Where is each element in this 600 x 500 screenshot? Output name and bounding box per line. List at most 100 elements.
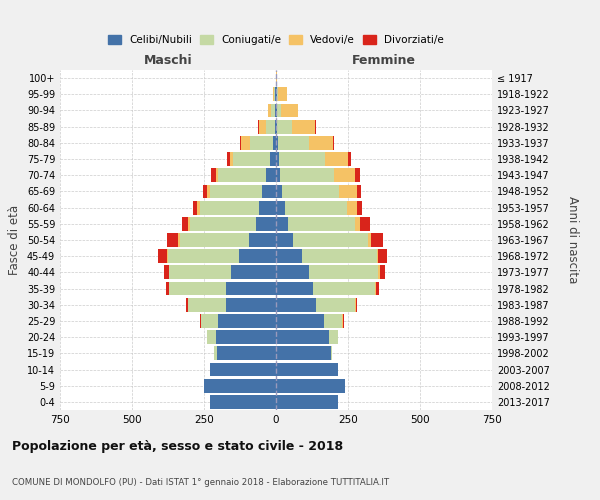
Bar [210,395,276,409]
Bar [256,217,276,230]
Bar [276,136,278,149]
Legend: Celibi/Nubili, Coniugati/e, Vedovi/e, Divorziati/e: Celibi/Nubili, Coniugati/e, Vedovi/e, Di… [104,31,448,50]
Bar [167,233,178,247]
Bar [378,250,387,263]
Bar [167,250,168,263]
Bar [376,282,379,296]
Text: COMUNE DI MONDOLFO (PU) - Dati ISTAT 1° gennaio 2018 - Elaborazione TUTTITALIA.I: COMUNE DI MONDOLFO (PU) - Dati ISTAT 1° … [12,478,389,487]
Bar [315,120,316,134]
Bar [168,250,239,263]
Bar [272,88,274,101]
Bar [266,168,276,182]
Bar [182,217,188,230]
Bar [214,346,217,360]
Bar [188,298,226,312]
Bar [210,184,262,198]
Bar [207,330,215,344]
Bar [204,379,276,392]
Bar [276,282,313,296]
Bar [232,266,276,280]
Bar [276,362,338,376]
Bar [250,136,273,149]
Bar [266,120,275,134]
Text: Femmine: Femmine [352,54,416,67]
Bar [282,184,340,198]
Bar [258,120,259,134]
Bar [277,104,281,118]
Bar [331,346,332,360]
Bar [356,298,357,312]
Bar [281,104,298,118]
Bar [276,200,284,214]
Bar [186,298,188,312]
Bar [201,314,218,328]
Bar [325,152,348,166]
Bar [270,152,276,166]
Bar [329,330,338,344]
Bar [207,184,210,198]
Bar [259,200,276,214]
Bar [239,250,276,263]
Bar [292,120,315,134]
Bar [276,330,329,344]
Bar [276,217,287,230]
Bar [348,152,351,166]
Bar [211,168,215,182]
Bar [371,233,383,247]
Text: Popolazione per età, sesso e stato civile - 2018: Popolazione per età, sesso e stato civil… [12,440,343,453]
Bar [313,282,376,296]
Bar [166,282,169,296]
Bar [227,152,230,166]
Bar [284,200,347,214]
Y-axis label: Fasce di età: Fasce di età [8,205,21,275]
Bar [276,266,309,280]
Bar [368,233,371,247]
Bar [248,233,276,247]
Bar [230,152,233,166]
Bar [380,266,385,280]
Bar [241,136,250,149]
Bar [197,200,200,214]
Bar [276,379,345,392]
Bar [271,104,275,118]
Bar [276,168,280,182]
Bar [215,168,218,182]
Bar [193,200,197,214]
Bar [347,200,356,214]
Bar [355,217,359,230]
Bar [276,314,323,328]
Bar [377,250,378,263]
Bar [287,217,355,230]
Bar [218,168,266,182]
Bar [316,298,355,312]
Bar [355,168,359,182]
Bar [240,136,241,149]
Bar [340,184,356,198]
Bar [276,298,316,312]
Bar [259,120,266,134]
Bar [164,266,169,280]
Bar [343,314,344,328]
Bar [276,233,293,247]
Bar [233,152,270,166]
Bar [215,330,276,344]
Bar [169,282,226,296]
Bar [274,88,275,101]
Bar [217,346,276,360]
Bar [218,314,276,328]
Bar [334,168,355,182]
Bar [276,395,338,409]
Bar [188,217,190,230]
Text: Maschi: Maschi [143,54,193,67]
Bar [210,362,276,376]
Y-axis label: Anni di nascita: Anni di nascita [566,196,580,284]
Bar [276,152,279,166]
Bar [277,120,292,134]
Bar [158,250,167,263]
Bar [302,250,377,263]
Bar [333,136,334,149]
Bar [178,233,179,247]
Bar [262,184,276,198]
Bar [268,104,271,118]
Bar [279,152,325,166]
